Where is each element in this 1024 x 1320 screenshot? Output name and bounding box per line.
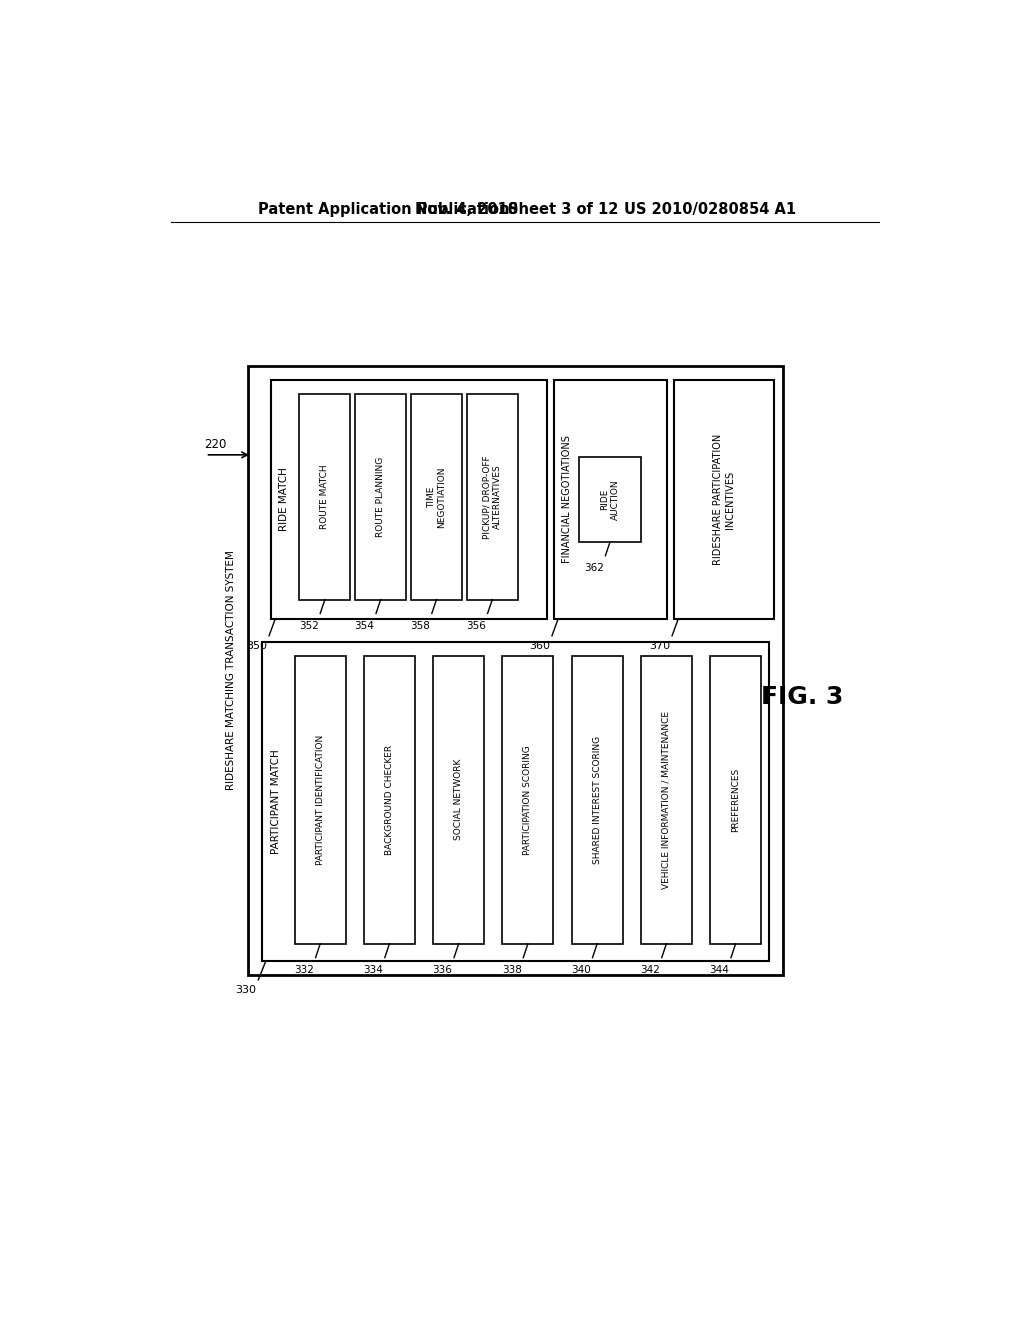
Text: 370: 370 bbox=[649, 640, 671, 651]
Text: PARTICIPANT IDENTIFICATION: PARTICIPANT IDENTIFICATION bbox=[315, 735, 325, 865]
Bar bbox=[579, 457, 641, 543]
Text: PREFERENCES: PREFERENCES bbox=[731, 768, 740, 832]
Text: 342: 342 bbox=[640, 965, 660, 975]
Bar bbox=[355, 395, 407, 599]
Text: 330: 330 bbox=[236, 985, 257, 995]
Bar bbox=[571, 656, 623, 944]
Text: PICKUP/ DROP-OFF
ALTERNATIVES: PICKUP/ DROP-OFF ALTERNATIVES bbox=[482, 455, 502, 539]
Bar bbox=[271, 380, 547, 619]
Bar bbox=[248, 367, 783, 974]
Bar bbox=[295, 656, 346, 944]
Text: 340: 340 bbox=[571, 965, 591, 975]
Bar bbox=[641, 656, 692, 944]
Text: RIDE MATCH: RIDE MATCH bbox=[279, 467, 289, 532]
Text: 338: 338 bbox=[502, 965, 521, 975]
Bar bbox=[411, 395, 462, 599]
Text: 336: 336 bbox=[432, 965, 453, 975]
Text: PARTICIPATION SCORING: PARTICIPATION SCORING bbox=[523, 744, 532, 854]
Text: 356: 356 bbox=[466, 622, 486, 631]
Bar bbox=[675, 380, 773, 619]
Bar bbox=[710, 656, 761, 944]
Bar bbox=[433, 656, 484, 944]
Text: 358: 358 bbox=[411, 622, 430, 631]
Text: 334: 334 bbox=[364, 965, 383, 975]
Text: FINANCIAL NEGOTIATIONS: FINANCIAL NEGOTIATIONS bbox=[561, 436, 571, 564]
Text: 344: 344 bbox=[710, 965, 729, 975]
Text: SHARED INTEREST SCORING: SHARED INTEREST SCORING bbox=[593, 735, 602, 863]
Text: RIDESHARE MATCHING TRANSACTION SYSTEM: RIDESHARE MATCHING TRANSACTION SYSTEM bbox=[226, 550, 237, 791]
Text: FIG. 3: FIG. 3 bbox=[761, 685, 844, 709]
Text: Sheet 3 of 12: Sheet 3 of 12 bbox=[508, 202, 618, 216]
Text: RIDE
AUCTION: RIDE AUCTION bbox=[600, 479, 620, 520]
Text: 360: 360 bbox=[529, 640, 550, 651]
Text: US 2010/0280854 A1: US 2010/0280854 A1 bbox=[624, 202, 796, 216]
Text: 354: 354 bbox=[354, 622, 375, 631]
Text: ROUTE PLANNING: ROUTE PLANNING bbox=[376, 457, 385, 537]
Text: SOCIAL NETWORK: SOCIAL NETWORK bbox=[455, 759, 463, 841]
Text: 332: 332 bbox=[294, 965, 314, 975]
Text: 352: 352 bbox=[299, 622, 318, 631]
Text: RIDESHARE PARTICIPATION
INCENTIVES: RIDESHARE PARTICIPATION INCENTIVES bbox=[713, 434, 735, 565]
Text: BACKGROUND CHECKER: BACKGROUND CHECKER bbox=[385, 744, 394, 855]
Text: 350: 350 bbox=[247, 640, 267, 651]
Text: PARTICIPANT MATCH: PARTICIPANT MATCH bbox=[271, 748, 281, 854]
Text: 220: 220 bbox=[205, 437, 226, 450]
Bar bbox=[554, 380, 667, 619]
Bar bbox=[503, 656, 554, 944]
Bar bbox=[364, 656, 415, 944]
Text: 362: 362 bbox=[584, 564, 604, 573]
Text: VEHICLE INFORMATION / MAINTENANCE: VEHICLE INFORMATION / MAINTENANCE bbox=[662, 710, 671, 888]
Bar bbox=[299, 395, 350, 599]
Text: ROUTE MATCH: ROUTE MATCH bbox=[321, 465, 330, 529]
Text: TIME
NEGOTIATION: TIME NEGOTIATION bbox=[427, 466, 446, 528]
Bar bbox=[262, 642, 769, 961]
Text: Patent Application Publication: Patent Application Publication bbox=[258, 202, 510, 216]
Text: Nov. 4, 2010: Nov. 4, 2010 bbox=[415, 202, 518, 216]
Bar bbox=[467, 395, 518, 599]
